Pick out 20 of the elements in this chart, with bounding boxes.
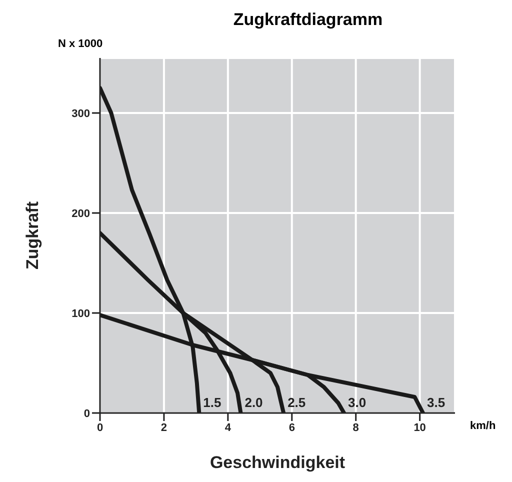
y-tick-label: 300 [72,108,90,120]
y-tick-label: 0 [84,408,90,420]
text: km/h [470,420,496,432]
text: N x 1000 [58,38,103,50]
y-axis-title: Zugkraft [23,201,42,270]
series-label: 2.5 [288,395,306,410]
x-tick-label: 0 [96,422,104,434]
x-axis-title: Geschwindigkeit [210,453,346,472]
y-tick-label: 200 [72,208,90,220]
series-label: 1.5 [203,395,222,410]
series-label: 2.0 [244,395,263,410]
x-tick-label: 8 [352,422,359,434]
x-tick-label: 10 [414,422,426,434]
x-tick-label: 2 [160,422,168,434]
x-tick-label: 4 [224,422,232,434]
series-label: 3.0 [348,395,366,410]
series-label: 3.5 [427,395,446,410]
y-tick-label: 100 [72,308,90,320]
x-tick-label: 6 [288,422,295,434]
chart-title: Zugkraftdiagramm [232,10,384,30]
